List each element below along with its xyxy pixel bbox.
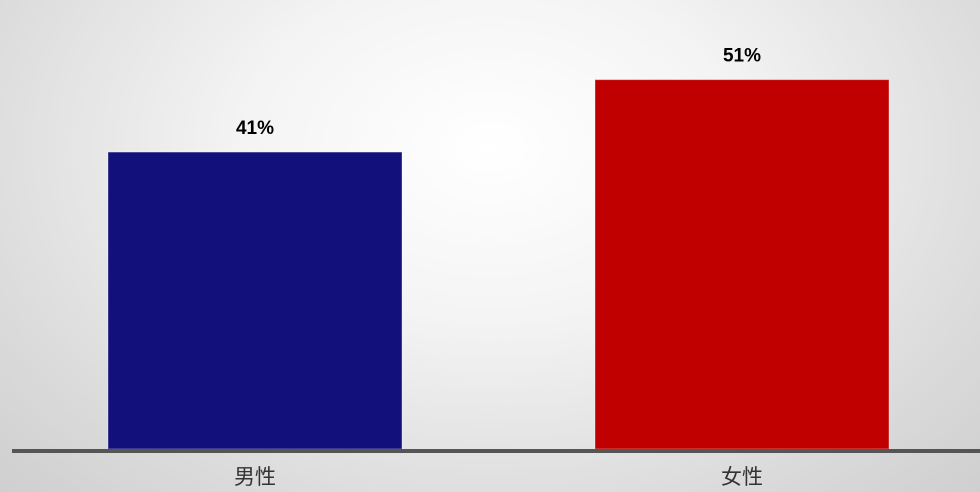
category-label-1: 男性	[234, 465, 276, 489]
value-label-2: 51%	[723, 46, 761, 67]
value-labels-layer: 41% 51%	[236, 46, 761, 139]
bar-1	[107, 151, 403, 450]
bar-2	[594, 79, 890, 450]
value-label-1: 41%	[236, 118, 274, 139]
category-label-2: 女性	[721, 465, 763, 489]
bars-layer	[107, 79, 890, 450]
category-labels-layer: 男性 女性	[234, 465, 763, 489]
